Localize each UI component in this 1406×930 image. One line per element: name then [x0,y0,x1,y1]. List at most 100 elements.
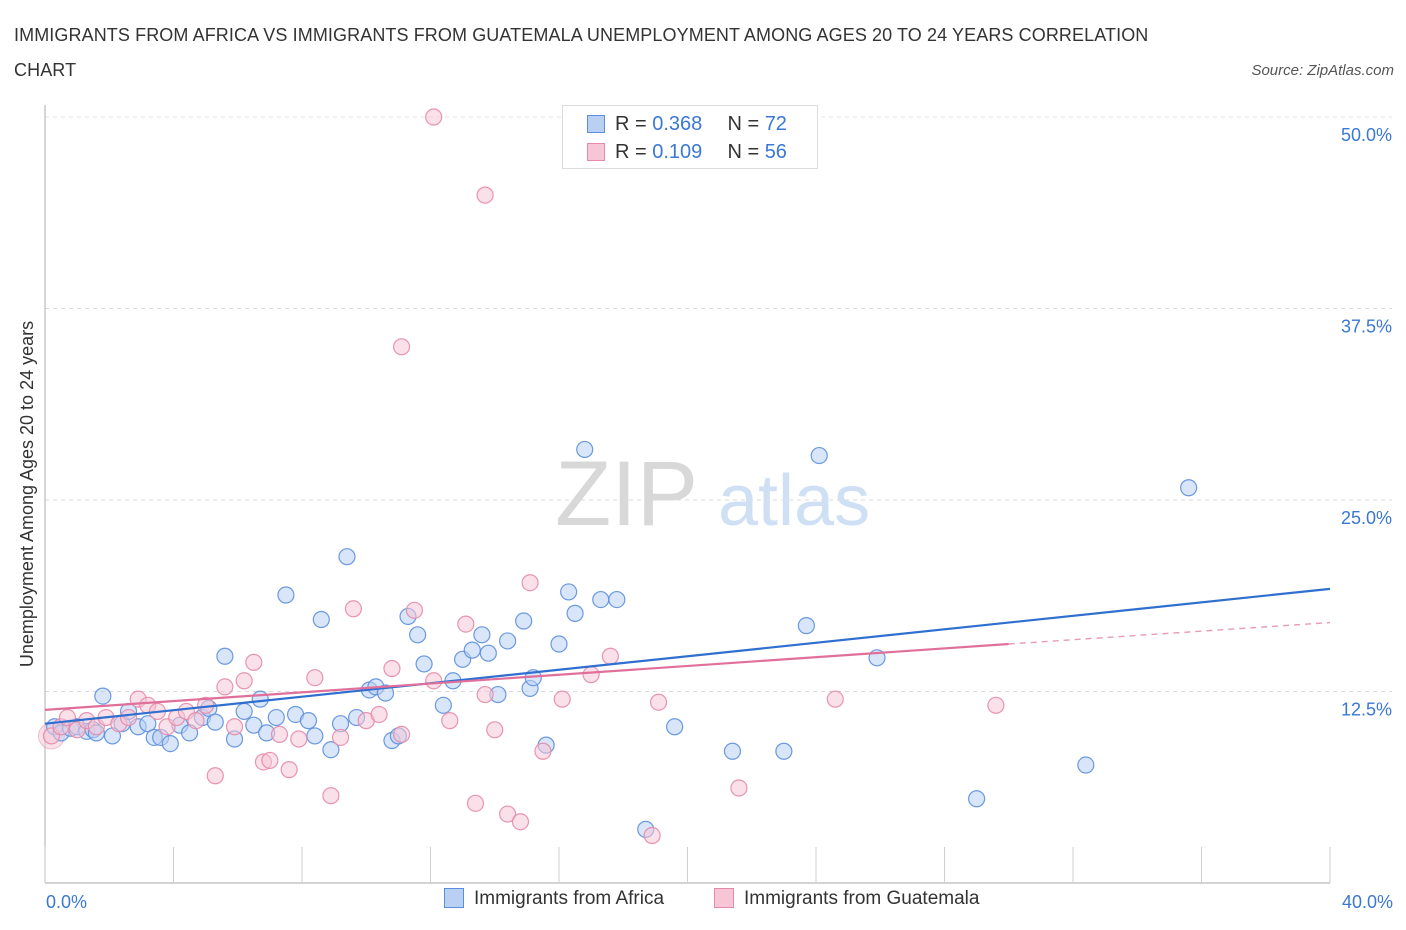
source-label: Source: ZipAtlas.com [1251,62,1394,79]
africa-point [515,612,533,630]
guatemala-point [486,721,504,739]
africa-point [592,590,610,609]
y-axis-title: Unemployment Among Ages 20 to 24 years [17,321,37,667]
guatemala-point [441,712,459,730]
legend-africa-swatch [444,888,464,908]
africa-point [267,708,285,727]
africa-point [968,790,986,808]
africa-point [415,655,433,673]
africa-point [1077,756,1095,774]
guatemala-point [206,767,224,785]
africa-point [409,626,427,644]
guatemala-point [466,794,485,812]
stats-legend: R = 0.368 N = 72 R = 0.109 N = 56 [562,105,818,169]
chart-title: IMMIGRANTS FROM AFRICA VS IMMIGRANTS FRO… [14,25,1149,80]
guatemala-point [261,751,279,770]
y-tick-label: 12.5% [1341,700,1392,720]
guatemala-point [405,601,424,619]
africa-point [473,626,491,644]
africa-point [810,446,828,465]
guatemala-point [187,712,205,730]
africa-point [299,712,318,730]
africa-point [338,548,356,566]
guatemala-r-label: R = [615,141,647,163]
africa-point [463,641,481,659]
guatemala-point [370,705,388,724]
africa-point [666,718,684,736]
legend-guatemala-label: Immigrants from Guatemala [744,888,980,909]
guatemala-point [987,696,1005,714]
africa-point [1180,479,1198,497]
guatemala-r-value: 0.109 [652,141,703,163]
legend-africa-label: Immigrants from Africa [474,888,665,909]
x-tick-label-max: 40.0% [1342,892,1393,912]
guatemala-trend-extension [1008,621,1331,645]
x-tick-label-min: 0.0% [46,892,87,912]
africa-r-label: R = [615,113,647,135]
guatemala-point [601,647,620,665]
africa-n-label: N = [727,113,760,135]
watermark-atlas: atlas [718,461,870,541]
africa-point [94,687,112,705]
guatemala-point [331,728,350,747]
africa-point [499,632,517,650]
africa-point [312,610,330,629]
legend-guatemala-swatch [714,888,734,908]
africa-point [608,590,626,609]
africa-point [576,440,594,459]
watermark: ZIP atlas [555,443,870,545]
guatemala-point [270,725,289,743]
label-layer: 12.5% 25.0% 37.5% 50.0% 0.0% 40.0% Unemploymen… [17,125,1393,912]
guatemala-n-value: 56 [764,141,787,163]
africa-swatch [587,115,605,133]
africa-trend-line [44,587,1331,725]
africa-point [550,635,568,653]
africa-point [560,583,578,601]
guatemala-point [306,669,324,687]
legend-item-africa[interactable]: Immigrants from Africa [444,888,664,910]
guatemala-point [383,659,401,678]
africa-point [277,586,295,604]
africa-point [251,690,269,708]
guatemala-point [476,685,494,704]
watermark-zip: ZIP [555,443,698,545]
guatemala-point [553,690,571,708]
africa-r-value: 0.368 [652,113,703,135]
guatemala-point [499,805,517,823]
guatemala-point [457,615,475,633]
guatemala-point [643,826,661,845]
africa-point [139,715,157,733]
trend-layer [44,587,1331,725]
axis-layer [44,105,1331,884]
guatemala-point [216,678,234,696]
guatemala-point [119,708,138,727]
guatemala-point [392,725,411,743]
guatemala-point [392,338,411,356]
y-tick-label: 50.0% [1341,125,1392,145]
africa-n-value: 72 [764,113,787,135]
guatemala-point [534,742,552,760]
guatemala-point [425,672,443,690]
guatemala-point [582,666,600,684]
africa-point [235,702,253,721]
guatemala-n-label: N = [727,141,760,163]
guatemala-point [511,813,530,831]
guatemala-point [322,787,340,805]
africa-point [434,696,452,714]
africa-point [322,741,340,759]
africa-point [775,742,793,760]
stats-row-guatemala: R = 0.109 N = 56 [587,138,787,166]
guatemala-point [826,690,844,708]
africa-point [479,644,497,662]
y-tick-label: 37.5% [1341,317,1392,337]
guatemala-point [425,108,443,126]
africa-point [723,742,742,760]
grid-layer [45,116,1392,692]
guatemala-trend-line [44,642,1009,711]
africa-point [216,647,234,665]
africa-point [797,617,815,635]
guatemala-point [290,730,308,748]
legend-item-guatemala[interactable]: Immigrants from Guatemala [714,888,979,910]
africa-point [306,727,324,745]
